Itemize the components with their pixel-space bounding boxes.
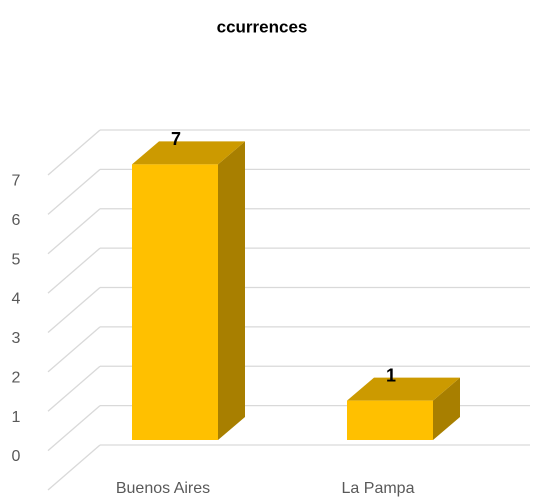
grid-line (47, 129, 101, 176)
grid-line (47, 444, 101, 491)
y-tick-label: 5 (12, 251, 21, 268)
grid-line (47, 168, 101, 215)
grid-line (47, 326, 101, 373)
bar-top (132, 141, 245, 165)
x-tick-label: Buenos Aires (116, 480, 210, 497)
chart-title: ccurrences (217, 17, 308, 36)
y-tick-label: 1 (12, 409, 21, 426)
y-tick-label: 2 (12, 369, 21, 386)
bar-side (218, 141, 245, 440)
value-label: 1 (386, 365, 396, 385)
bar-front (347, 400, 433, 440)
value-label: 7 (171, 129, 181, 149)
y-tick-label: 4 (12, 291, 21, 308)
bar-side (433, 377, 460, 440)
bar-front (132, 164, 218, 440)
grid-line (47, 287, 101, 333)
y-tick-label: 7 (12, 173, 21, 190)
grid-line (47, 247, 101, 294)
y-tick-label: 3 (12, 330, 21, 347)
bar (347, 377, 460, 440)
y-tick-label: 6 (12, 212, 21, 229)
bar (132, 141, 245, 440)
y-tick-label: 0 (12, 448, 21, 465)
bar-top (347, 377, 460, 401)
grid-line (47, 365, 101, 412)
x-tick-label: La Pampa (342, 480, 415, 497)
grid-line (47, 405, 101, 452)
grid-line (47, 208, 101, 255)
